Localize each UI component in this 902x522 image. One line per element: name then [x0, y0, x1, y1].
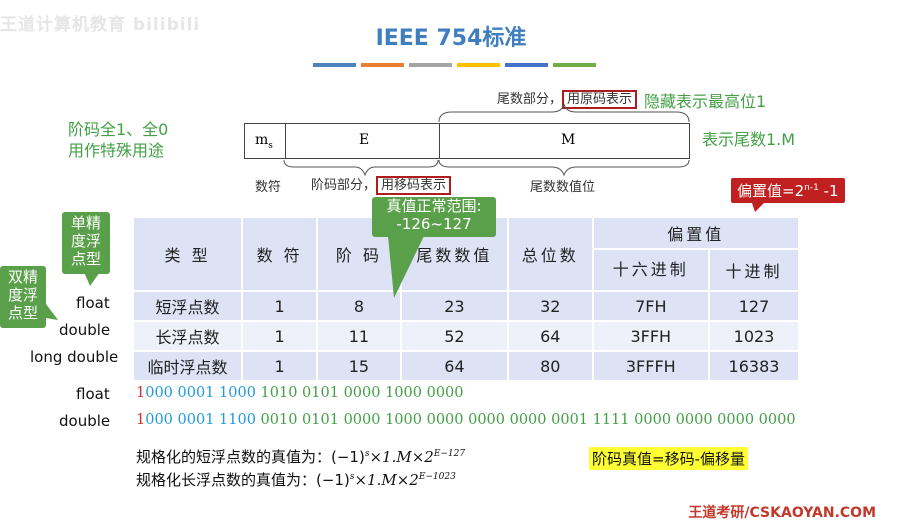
row-dec: 127	[708, 290, 800, 322]
color-bar	[505, 63, 548, 67]
color-bar	[553, 63, 596, 67]
hidden-bit-note: 隐藏表示最高位1	[644, 92, 767, 111]
special-note: 阶码全1、全0 用作特殊用途	[68, 119, 168, 161]
header-type: 类 型	[131, 216, 244, 292]
bias-callout: 偏置值=2n-1 -1	[731, 178, 845, 203]
row-label-long-double: long double	[30, 348, 119, 366]
row-type: 短浮点数	[131, 290, 244, 322]
special-note-line1: 阶码全1、全0	[68, 120, 169, 139]
exp-box: 用移码表示	[376, 176, 452, 195]
table-row: 长浮点数 1 11 52 64 3FFH 1023	[131, 320, 800, 352]
row-mant: 23	[399, 290, 510, 322]
color-bar	[313, 63, 356, 67]
row-hex: 3FFFH	[591, 350, 711, 382]
single-precision-callout: 单精 度浮 点型	[62, 212, 110, 274]
row-mant: 64	[399, 350, 510, 382]
color-bar	[457, 63, 500, 67]
row-label-double: double	[59, 321, 111, 339]
row-type: 临时浮点数	[131, 350, 244, 382]
formula-short: 规格化的短浮点数的真值为：(−1)s×1.M×2E−127	[136, 448, 466, 466]
row-mant: 52	[399, 320, 510, 352]
row-sign: 1	[241, 350, 319, 382]
float-format-box: ms E M	[244, 123, 690, 159]
format-table: 类 型 数 符 阶 码 尾数数值 总位数 偏置值 十六进制 十进制 短浮点数 1…	[131, 216, 801, 382]
row-type: 长浮点数	[131, 320, 244, 352]
double-precision-callout: 双精 度浮 点型	[0, 266, 46, 328]
row-dec: 16383	[708, 350, 800, 382]
row-total: 64	[507, 320, 594, 352]
footer-brand: 王道考研/CSKAOYAN.COM	[688, 505, 876, 521]
single-callout-pointer	[84, 272, 100, 286]
double-callout-pointer	[46, 304, 58, 320]
row-hex: 7FH	[591, 290, 711, 322]
special-note-line2: 用作特殊用途	[68, 141, 165, 160]
row-sign: 1	[241, 320, 319, 352]
mant-label: 尾数数值位	[530, 180, 596, 195]
row-sign: 1	[241, 290, 319, 322]
formula-long: 规格化长浮点数的真值为：(−1)s×1.M×2E−1023	[136, 471, 456, 489]
mantissa-box: 用原码表示	[562, 90, 638, 109]
header-dec: 十进制	[708, 248, 800, 292]
color-bar	[409, 63, 452, 67]
watermark: 王道计算机教育 bilibili	[0, 15, 201, 35]
color-bar	[361, 63, 404, 67]
example-label-float: float	[76, 385, 110, 403]
example-bits-double: 1000 0001 1100 0010 0101 0000 1000 0000 …	[136, 412, 796, 428]
mantissa-note: 尾数部分， 用原码表示	[497, 88, 638, 109]
sign-field: ms	[255, 132, 273, 151]
mant-field: M	[561, 132, 576, 148]
row-exp: 15	[316, 350, 402, 382]
exp-label: 阶码部分， 用移码表示	[311, 174, 452, 195]
page-title: IEEE 754标准	[375, 26, 527, 51]
bias-callout-pointer	[751, 200, 767, 212]
row-dec: 1023	[708, 320, 800, 352]
mantissa-note-text: 尾数部分，	[497, 92, 563, 107]
row-total: 80	[507, 350, 594, 382]
highlight-note: 阶码真值=移码-偏移量	[589, 447, 748, 470]
range-callout-pointer	[388, 236, 424, 298]
range-callout: 真值正常范围: -126~127	[372, 197, 496, 237]
example-bits-float: 1000 0001 1000 1010 0101 0000 1000 0000	[136, 385, 464, 401]
example-label-double: double	[59, 412, 111, 430]
sign-label: 数符	[255, 180, 282, 195]
tail-note: 表示尾数1.M	[702, 130, 796, 149]
header-total: 总位数	[507, 216, 594, 292]
table-row: 短浮点数 1 8 23 32 7FH 127	[131, 290, 800, 322]
row-exp: 8	[316, 290, 402, 322]
row-hex: 3FFH	[591, 320, 711, 352]
row-label-float: float	[76, 294, 110, 312]
header-sign: 数 符	[241, 216, 319, 292]
header-hex: 十六进制	[591, 248, 711, 292]
row-total: 32	[507, 290, 594, 322]
header-bias: 偏置值	[591, 216, 801, 250]
row-exp: 11	[316, 320, 402, 352]
exp-field: E	[359, 132, 370, 148]
table-row: 临时浮点数 1 15 64 80 3FFFH 16383	[131, 350, 800, 382]
